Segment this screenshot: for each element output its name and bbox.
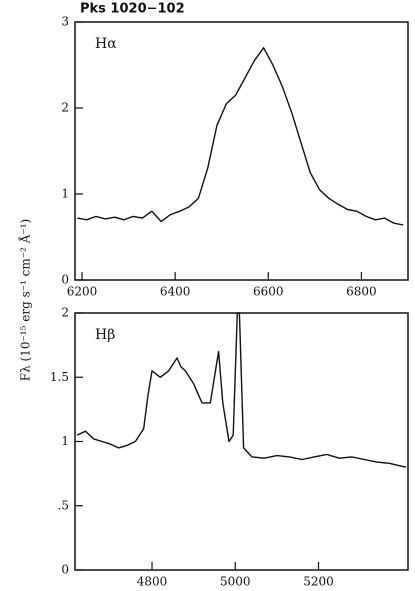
y-tick-label: 3: [61, 15, 69, 29]
y-tick-label: 0: [61, 563, 69, 577]
spectrum-line: [76, 312, 407, 468]
spectrum-line: [77, 47, 404, 226]
x-tick-label: 6200: [67, 285, 98, 299]
y-tick-label: 2: [61, 101, 69, 115]
plot-frame: [74, 312, 409, 571]
panel-label: Hα: [95, 36, 117, 52]
x-tick-label: 6800: [346, 285, 377, 299]
x-tick-label: 5000: [220, 575, 251, 589]
panel-label: Hβ: [95, 327, 115, 343]
y-tick-label: 1.5: [50, 370, 69, 384]
y-axis-label: Fλ (10⁻¹⁵ erg s⁻¹ cm⁻² Å⁻¹): [18, 219, 33, 381]
y-tick-label: 2: [61, 306, 69, 320]
x-tick-label: 6600: [253, 285, 284, 299]
y-tick-label: 1: [61, 434, 69, 448]
plot-frame: [74, 21, 409, 281]
chart-title: Pks 1020−102: [80, 2, 185, 17]
x-tick-label: 4800: [137, 575, 168, 589]
y-tick-label: 0: [61, 273, 69, 287]
y-tick-label: 1: [61, 187, 69, 201]
x-tick-label: 6400: [160, 285, 191, 299]
y-tick-label: .5: [58, 498, 69, 512]
x-tick-label: 5200: [303, 575, 334, 589]
